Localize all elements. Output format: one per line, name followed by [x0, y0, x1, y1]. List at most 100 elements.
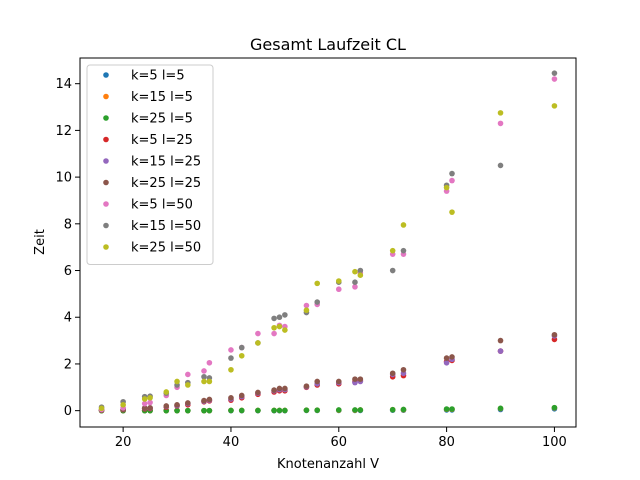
data-point: [228, 355, 234, 361]
data-point: [551, 331, 558, 338]
data-point: [443, 359, 450, 366]
data-point: [497, 405, 504, 412]
y-tick-label: 4: [64, 311, 72, 326]
data-point: [389, 247, 396, 254]
data-point: [303, 407, 310, 413]
data-point: [303, 302, 310, 309]
data-point: [551, 103, 558, 109]
plot-frame: [79, 57, 577, 428]
data-point: [206, 407, 213, 414]
data-point: [141, 396, 148, 402]
data-point: [163, 389, 170, 395]
legend-marker: [103, 179, 109, 186]
data-point: [314, 280, 321, 287]
data-point: [303, 383, 310, 389]
data-point: [163, 403, 170, 409]
data-point: [497, 120, 504, 127]
data-point: [400, 222, 407, 228]
data-point: [314, 407, 321, 413]
data-point: [271, 407, 277, 414]
x-tick-label: 100: [542, 435, 567, 450]
data-point: [314, 299, 321, 305]
data-point: [206, 359, 213, 366]
data-point: [357, 407, 364, 413]
legend-box: [86, 64, 214, 265]
data-point: [497, 337, 504, 344]
data-point: [185, 400, 191, 406]
chart-title: Gesamt Laufzeit CL: [250, 35, 406, 54]
data-point: [255, 330, 261, 337]
legend-marker: [103, 72, 109, 78]
legend-marker: [103, 244, 109, 250]
data-point: [276, 323, 283, 330]
data-point: [352, 284, 358, 290]
data-point: [238, 407, 245, 414]
y-tick-label: 14: [55, 77, 72, 92]
data-point: [255, 407, 261, 414]
data-point: [357, 267, 364, 274]
legend-label: k=25 l=5: [131, 112, 193, 127]
data-point: [271, 387, 277, 393]
data-point: [206, 378, 213, 385]
data-point: [141, 400, 148, 407]
data-point: [206, 396, 213, 403]
data-point: [185, 371, 191, 378]
x-axis-label: Knotenanzahl V: [277, 457, 379, 472]
x-tick-label: 40: [223, 435, 240, 450]
legend-marker: [103, 93, 109, 100]
data-point: [141, 405, 148, 411]
data-point: [271, 324, 277, 331]
data-point: [276, 314, 283, 321]
data-point: [389, 370, 396, 377]
y-tick-label: 2: [64, 357, 72, 372]
y-axis-label: Zeit: [33, 229, 48, 255]
x-tick-label: 20: [115, 435, 132, 450]
data-point: [352, 407, 358, 413]
data-point: [201, 378, 207, 385]
data-point: [174, 378, 180, 385]
data-point: [335, 286, 342, 293]
y-tick-label: 6: [64, 264, 72, 279]
data-point: [185, 407, 191, 414]
data-point: [238, 352, 245, 359]
legend-label: k=15 l=5: [131, 90, 193, 105]
data-point: [238, 344, 245, 351]
data-point: [282, 407, 288, 414]
data-point: [449, 354, 455, 360]
data-point: [389, 267, 396, 274]
legend-marker: [103, 222, 109, 229]
y-tick-label: 8: [64, 217, 72, 232]
data-point: [238, 392, 245, 399]
series-5: [98, 331, 558, 413]
data-point: [201, 407, 207, 414]
data-point: [185, 382, 191, 388]
data-point: [147, 395, 153, 401]
data-point: [551, 404, 558, 411]
data-point: [357, 376, 364, 382]
y-tick-label: 0: [64, 404, 72, 419]
data-point: [443, 406, 450, 412]
legend-label: k=5 l=50: [131, 198, 193, 213]
series-4: [98, 333, 558, 413]
data-point: [443, 184, 450, 191]
data-point: [449, 406, 455, 412]
data-point: [282, 327, 288, 333]
data-point: [282, 312, 288, 318]
data-point: [255, 340, 261, 346]
data-point: [443, 355, 450, 361]
data-point: [174, 407, 180, 414]
data-point: [314, 378, 321, 385]
legend-label: k=5 l=5: [131, 69, 185, 84]
y-tick-label: 12: [55, 124, 72, 139]
data-point: [449, 177, 455, 184]
data-point: [335, 407, 342, 413]
data-point: [147, 405, 153, 411]
data-point: [352, 376, 358, 382]
data-point: [276, 407, 283, 414]
data-point: [282, 385, 288, 392]
series-3: [98, 336, 558, 413]
data-point: [400, 366, 407, 373]
data-point: [228, 366, 234, 373]
data-point: [400, 406, 407, 413]
